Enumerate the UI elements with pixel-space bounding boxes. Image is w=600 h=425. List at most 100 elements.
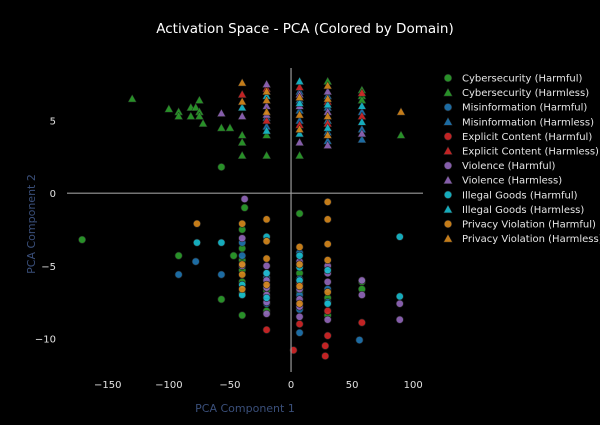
data-point-triangle xyxy=(237,111,247,120)
data-point-triangle xyxy=(262,86,272,95)
data-point-circle xyxy=(395,292,404,301)
series-group xyxy=(193,198,332,308)
data-point-triangle xyxy=(262,115,272,125)
y-axis-title: PCA Component 2 xyxy=(25,174,38,274)
data-point-triangle xyxy=(323,130,333,139)
data-point-triangle xyxy=(186,111,196,120)
legend-marker xyxy=(443,233,453,243)
legend: Cybersecurity (Harmful) Cybersecurity (Ha… xyxy=(443,74,600,245)
data-point-circle xyxy=(262,261,271,270)
data-point-triangle xyxy=(295,137,305,146)
data-point-triangle xyxy=(295,110,305,119)
data-point-triangle xyxy=(323,94,333,103)
data-point-circle xyxy=(295,209,304,218)
data-point-circle xyxy=(262,293,271,302)
data-point-circle xyxy=(191,257,200,266)
data-point-triangle xyxy=(262,130,272,139)
data-point-triangle xyxy=(262,126,272,135)
data-point-triangle xyxy=(357,117,367,126)
data-point-circle xyxy=(323,288,332,296)
data-point-circle xyxy=(295,299,304,308)
data-point-circle xyxy=(217,238,226,247)
data-point-circle xyxy=(323,266,332,275)
data-point-triangle xyxy=(262,107,272,116)
data-point-triangle xyxy=(237,137,247,146)
legend-label: Illegal Goods (Harmful) xyxy=(462,190,578,201)
data-point-triangle xyxy=(127,94,137,103)
data-point-triangle xyxy=(323,111,333,120)
data-point-circle xyxy=(321,341,330,350)
chart-title: Activation Space - PCA (Colored by Domai… xyxy=(156,21,453,37)
data-point-triangle xyxy=(323,80,333,90)
x-tick-label: 50 xyxy=(346,380,359,391)
data-point-circle xyxy=(323,315,332,324)
data-point-triangle xyxy=(194,95,204,104)
data-point-circle xyxy=(395,299,404,308)
data-point-triangle xyxy=(237,78,247,87)
data-point-triangle xyxy=(194,111,204,120)
data-point-circle xyxy=(323,198,332,206)
data-point-circle xyxy=(355,336,364,344)
series-group xyxy=(262,279,366,360)
legend-label: Cybersecurity (Harmful) xyxy=(462,74,582,85)
data-point-triangle xyxy=(295,92,305,101)
data-point-circle xyxy=(289,346,298,355)
data-point-circle xyxy=(295,312,304,321)
legend-label: Explicit Content (Harmless) xyxy=(462,147,599,158)
legend-label: Privacy Violation (Harmless) xyxy=(462,234,600,245)
legend-marker xyxy=(443,103,453,112)
data-point-circle xyxy=(240,195,249,203)
data-point-circle xyxy=(295,320,304,328)
data-point-triangle xyxy=(295,98,305,107)
data-point-circle xyxy=(240,203,249,212)
data-point-circle xyxy=(358,318,366,327)
legend-marker xyxy=(443,146,453,155)
data-point-circle xyxy=(295,260,304,269)
data-point-circle xyxy=(323,240,332,248)
series-group xyxy=(127,76,406,159)
data-point-circle xyxy=(217,295,226,304)
data-point-circle xyxy=(217,163,226,171)
data-point-circle xyxy=(78,235,87,244)
data-point-triangle xyxy=(164,104,174,113)
x-tick-label: −100 xyxy=(155,380,182,391)
data-point-circle xyxy=(262,237,271,246)
data-point-circle xyxy=(323,277,332,286)
plot-area xyxy=(78,76,406,360)
y-tick-label: −5 xyxy=(41,262,56,273)
data-point-circle xyxy=(295,243,304,251)
data-point-triangle xyxy=(174,111,184,120)
data-point-circle xyxy=(295,282,304,291)
data-point-triangle xyxy=(357,128,367,138)
data-point-circle xyxy=(238,270,247,279)
data-point-circle xyxy=(262,215,271,224)
data-point-circle xyxy=(295,328,304,337)
data-point-circle xyxy=(262,254,271,263)
data-point-circle xyxy=(323,299,332,308)
legend-marker xyxy=(443,190,453,199)
data-point-circle xyxy=(174,270,183,279)
data-point-circle xyxy=(323,256,332,264)
legend-label: Misinformation (Harmful) xyxy=(462,103,587,114)
data-point-triangle xyxy=(216,108,226,117)
data-point-triangle xyxy=(237,150,247,159)
data-point-circle xyxy=(395,232,404,241)
legend-marker xyxy=(443,132,453,141)
x-tick-label: −150 xyxy=(94,380,121,391)
data-point-circle xyxy=(174,251,183,260)
axes: −150 −100 −50 0 50 100−10−505 xyxy=(35,68,423,391)
data-point-triangle xyxy=(396,107,406,116)
legend-marker xyxy=(443,116,453,126)
data-point-circle xyxy=(238,251,247,260)
data-point-triangle xyxy=(198,118,208,127)
data-point-circle xyxy=(358,291,366,299)
y-tick-label: 5 xyxy=(50,117,56,128)
legend-marker xyxy=(443,87,453,97)
data-point-triangle xyxy=(237,102,247,111)
y-tick-label: 0 xyxy=(50,189,56,200)
data-point-circle xyxy=(358,276,366,285)
data-point-triangle xyxy=(237,96,247,106)
data-point-circle xyxy=(321,352,330,360)
data-point-circle xyxy=(238,260,247,269)
